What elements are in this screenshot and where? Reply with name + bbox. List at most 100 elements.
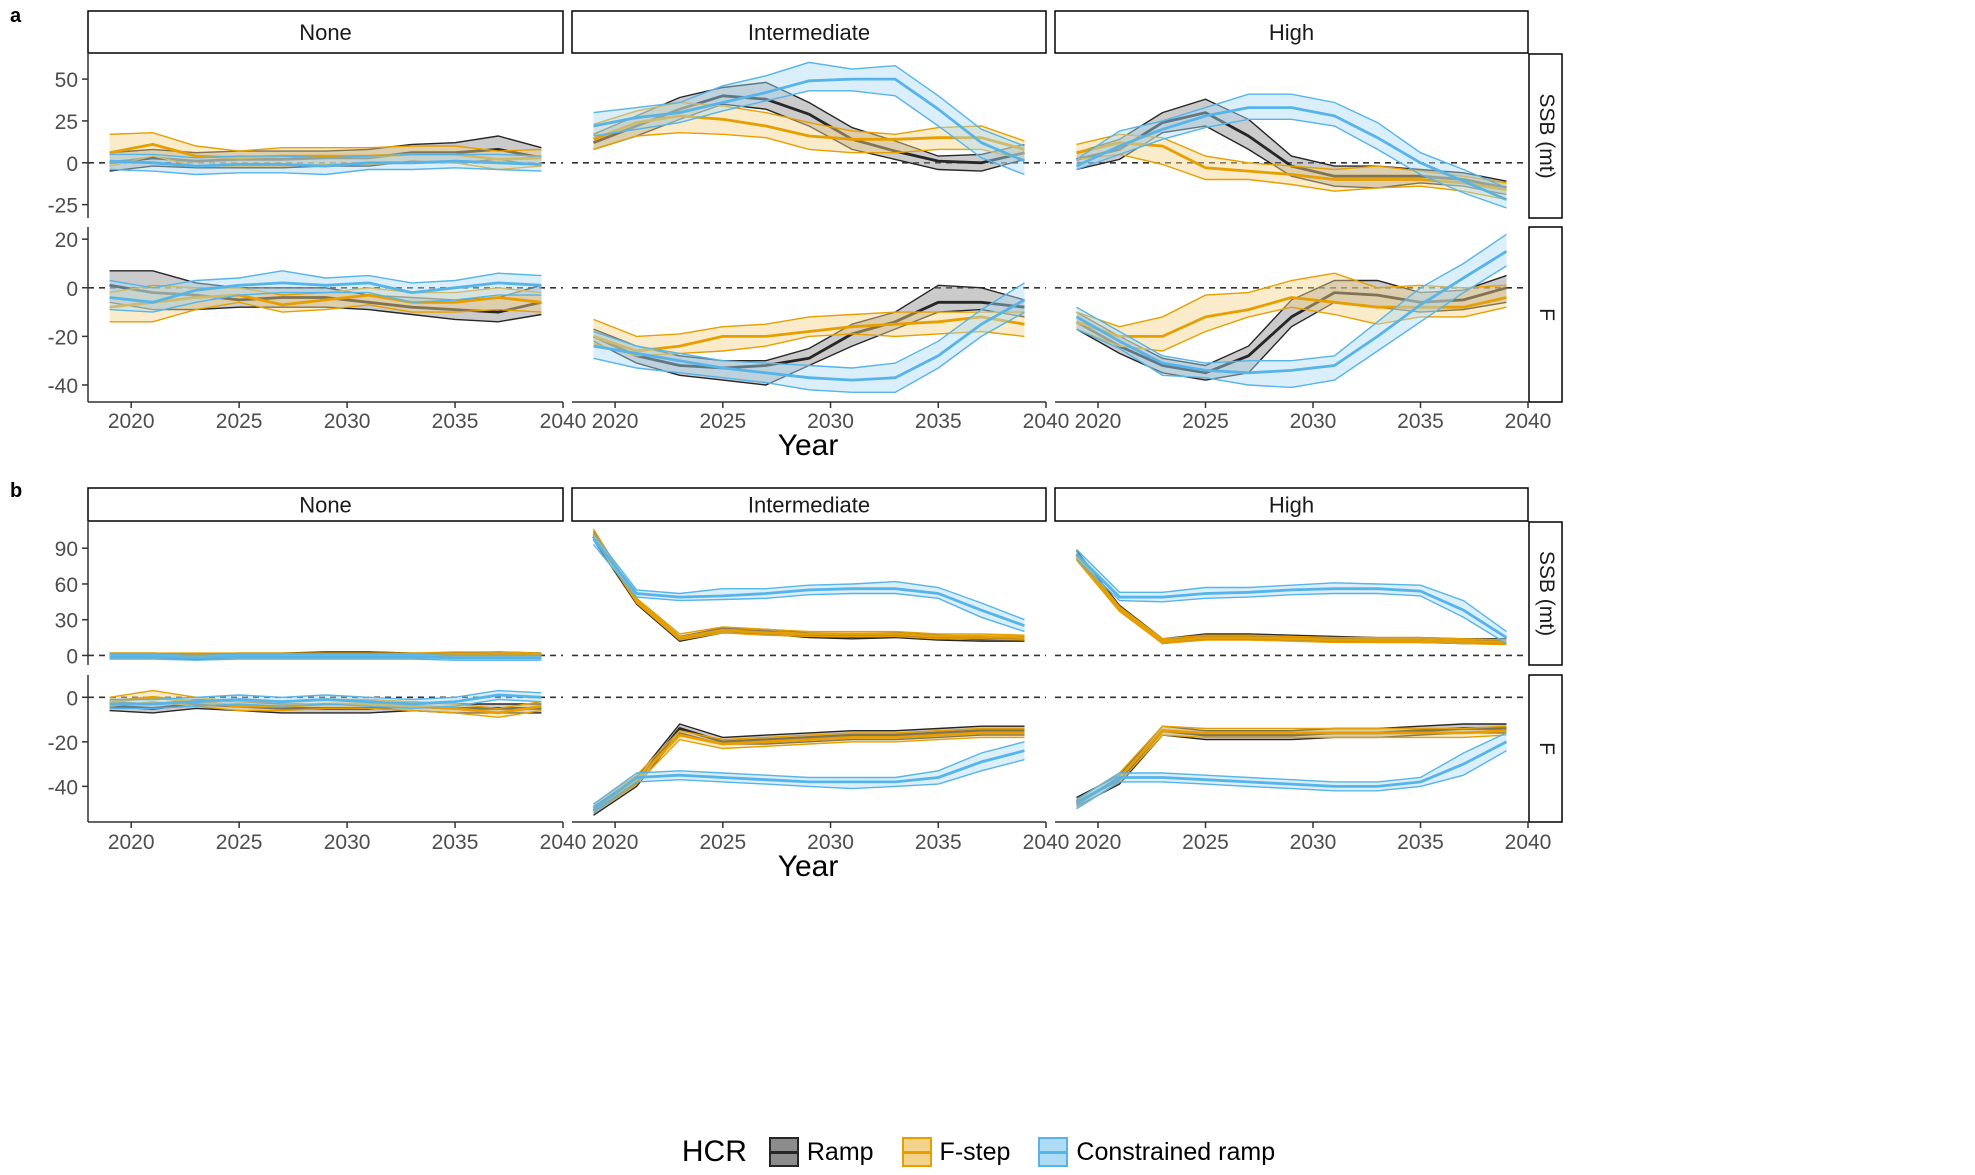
- y-tick-label: 0: [66, 645, 78, 668]
- band-ramp: [1076, 275, 1507, 381]
- facet-high-f: 2020 2025 2030 2035 2040: [1055, 696, 1552, 854]
- series-line-f-step: [1075, 555, 1507, 644]
- series-line-constrained-ramp: [1075, 553, 1508, 639]
- y-tick-label: 25: [55, 111, 78, 134]
- x-tick-label: 2020: [1075, 831, 1122, 854]
- row-strip-label: SSB (mt): [1535, 551, 1558, 636]
- legend-key-constrained-ramp: [1038, 1137, 1069, 1167]
- x-tick-label: 2020: [108, 410, 155, 433]
- legend-label-ramp: Ramp: [806, 1137, 874, 1166]
- y-tick-label: -40: [48, 776, 78, 799]
- y-tick-label: -40: [48, 375, 78, 398]
- row-strip: [1528, 674, 1563, 823]
- legend-label-constrained-ramp: Constrained ramp: [1076, 1137, 1276, 1166]
- x-tick-label: 2035: [432, 831, 479, 854]
- x-tick-label: 2025: [699, 831, 746, 854]
- band-lower-f-step: [593, 736, 1025, 814]
- band-upper-f-step: [109, 651, 542, 654]
- column-strip: [1054, 10, 1529, 54]
- series-line-constrained-ramp: [1075, 250, 1508, 375]
- band-upper-f-step: [1076, 272, 1507, 328]
- x-tick-label: 2020: [592, 410, 639, 433]
- series-line-constrained-ramp: [592, 749, 1025, 810]
- x-tick-label: 2030: [1290, 831, 1337, 854]
- facet-none-f: -40 -20 0 2020 2025 2030 2035 2040: [48, 675, 587, 854]
- panel-b: b None Intermediate High SSB (mt) F 0 30 60 90 -40…: [10, 480, 1563, 883]
- series-line-f-step: [592, 533, 1025, 639]
- band-lower-f-step: [109, 155, 542, 171]
- band-ramp: [593, 285, 1025, 385]
- band-lower-constrained-ramp: [592, 544, 1025, 633]
- series-line-f-step: [592, 114, 1025, 151]
- band-upper-constrained-ramp: [593, 741, 1025, 805]
- x-tick-label: 2020: [1075, 410, 1122, 433]
- band-upper-f-step: [593, 101, 1025, 142]
- x-tick-label: 2025: [216, 831, 263, 854]
- band-upper-ramp: [593, 284, 1025, 362]
- band-lower-constrained-ramp: [593, 758, 1025, 814]
- band-constrained-ramp: [109, 270, 542, 313]
- series-line-constrained-ramp: [109, 281, 542, 304]
- series-line-constrained-ramp: [593, 77, 1026, 163]
- band-upper-constrained-ramp: [592, 533, 1025, 621]
- facet-intermediate-f: 2020 2025 2030 2035 2040: [572, 282, 1069, 433]
- x-axis-title: Year: [778, 850, 839, 883]
- x-tick-label: 2025: [699, 410, 746, 433]
- row-strip-label: F: [1535, 308, 1558, 321]
- y-tick-label: 60: [55, 574, 78, 597]
- band-lower-constrained-ramp: [109, 291, 542, 313]
- x-tick-label: 2040: [1505, 831, 1552, 854]
- series-line-f-step: [593, 315, 1025, 353]
- row-strip: [1528, 521, 1563, 666]
- y-tick-label: 0: [66, 278, 78, 301]
- x-tick-label: 2020: [592, 831, 639, 854]
- facet-intermediate-ssb-mt: [572, 528, 1046, 657]
- x-tick-label: 2030: [807, 410, 854, 433]
- band-lower-f-step: [592, 537, 1025, 641]
- y-tick-label: 20: [55, 229, 78, 252]
- facet-intermediate-f: 2020 2025 2030 2035 2040: [572, 696, 1070, 854]
- band-lower-f-step: [1076, 153, 1507, 201]
- legend-key-f-step: [901, 1137, 932, 1167]
- x-tick-label: 2035: [1397, 410, 1444, 433]
- series-line-constrained-ramp: [592, 537, 1025, 628]
- series-line-constrained-ramp: [1075, 740, 1508, 806]
- panel-label: b: [10, 480, 22, 502]
- band-lower-constrained-ramp: [109, 658, 542, 661]
- series-line-ramp: [592, 300, 1025, 370]
- column-strip-label: Intermediate: [748, 493, 870, 518]
- band-upper-f-step: [1075, 552, 1507, 641]
- band-upper-ramp: [109, 270, 542, 301]
- column-strip-label: High: [1269, 20, 1314, 45]
- series-line-constrained-ramp: [1075, 106, 1508, 201]
- band-upper-constrained-ramp: [593, 282, 1025, 369]
- x-axis-title: Year: [778, 429, 839, 462]
- series-line-f-step: [592, 731, 1025, 810]
- band-upper-constrained-ramp: [1076, 93, 1507, 189]
- y-tick-label: -25: [48, 195, 78, 218]
- x-tick-label: 2025: [1182, 831, 1229, 854]
- band-constrained-ramp: [109, 154, 542, 175]
- column-strip: [571, 10, 1047, 54]
- band-f-step: [1076, 134, 1507, 200]
- facet-high-ssb-mt: [1055, 548, 1528, 657]
- band-upper-constrained-ramp: [1076, 548, 1507, 633]
- band-constrained-ramp: [1076, 234, 1507, 388]
- band-lower-f-step: [1076, 734, 1507, 810]
- legend-title: HCR: [681, 1135, 747, 1168]
- band-upper-constrained-ramp: [109, 153, 542, 159]
- x-tick-label: 2040: [540, 831, 587, 854]
- y-tick-label: 30: [55, 610, 78, 633]
- x-tick-label: 2040: [1023, 831, 1070, 854]
- x-tick-label: 2040: [1505, 410, 1552, 433]
- band-upper-ramp: [1076, 98, 1507, 182]
- x-tick-label: 2030: [807, 831, 854, 854]
- row-strip-label: SSB (mt): [1535, 93, 1558, 178]
- band-lower-constrained-ramp: [593, 311, 1025, 393]
- x-tick-label: 2025: [216, 410, 263, 433]
- band-lower-f-step: [1075, 559, 1507, 646]
- band-upper-f-step: [1076, 133, 1507, 184]
- facet-high-ssb-mt: [1055, 93, 1528, 209]
- series-line-f-step: [109, 293, 542, 309]
- band-f-step: [109, 285, 542, 322]
